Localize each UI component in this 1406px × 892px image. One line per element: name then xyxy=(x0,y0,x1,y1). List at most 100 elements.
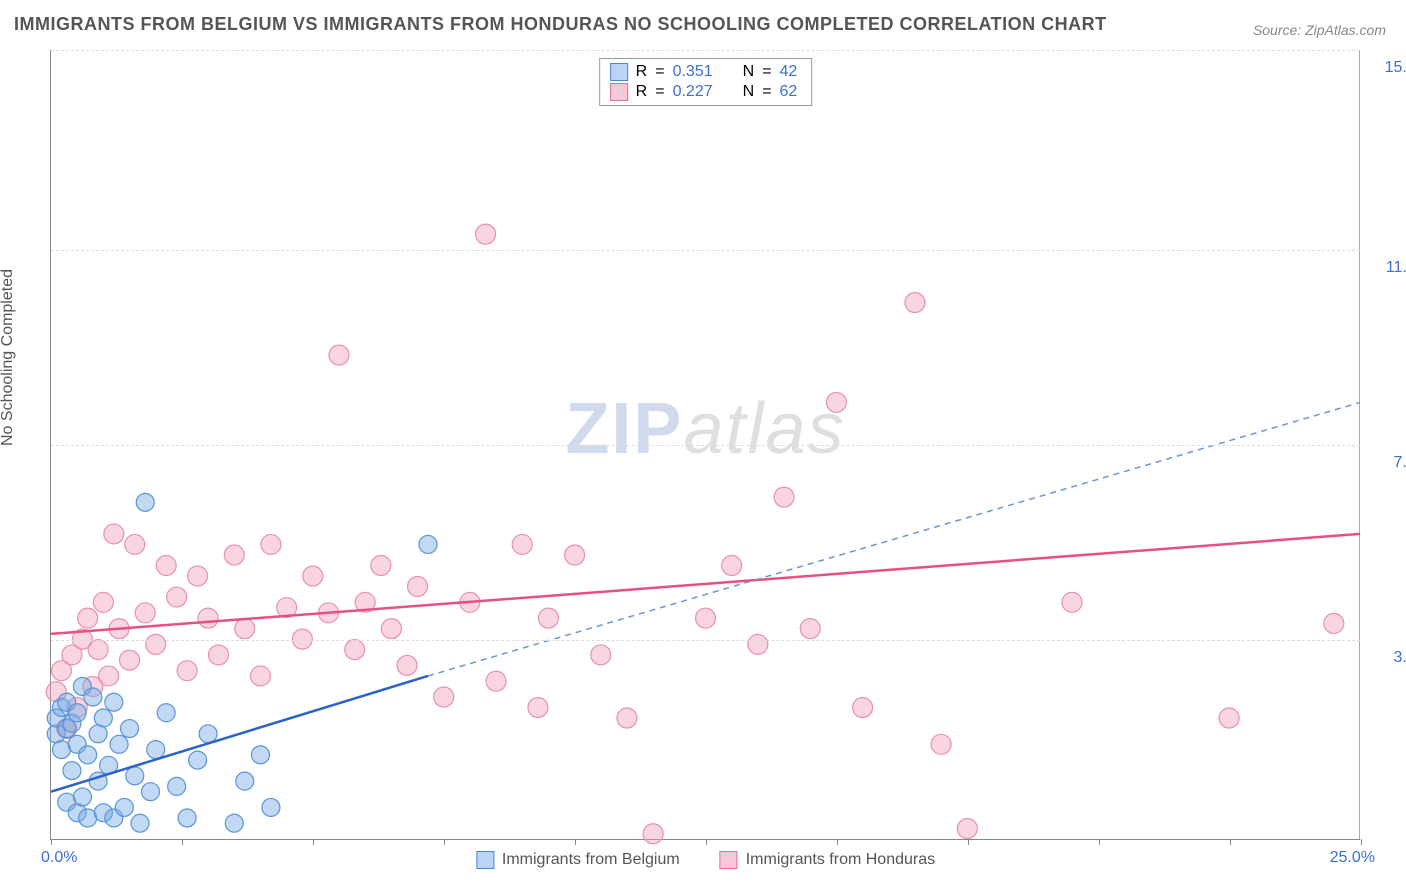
data-point xyxy=(157,704,175,722)
data-point xyxy=(68,704,86,722)
data-point xyxy=(131,814,149,832)
eq: = xyxy=(762,63,771,81)
data-point xyxy=(538,608,558,628)
data-point xyxy=(199,725,217,743)
y-tick-label: 3.8% xyxy=(1370,649,1406,667)
data-point xyxy=(853,698,873,718)
y-gridline xyxy=(51,640,1360,641)
data-point xyxy=(225,814,243,832)
data-point xyxy=(110,735,128,753)
data-point xyxy=(722,555,742,575)
x-tick xyxy=(968,839,969,845)
r-value-honduras: 0.227 xyxy=(673,83,713,101)
data-point xyxy=(419,535,437,553)
data-point xyxy=(748,634,768,654)
data-point xyxy=(931,734,951,754)
plot-area: ZIPatlas 3.8%7.5%11.2%15.0% 0.0% 25.0% R… xyxy=(50,50,1360,840)
x-tick xyxy=(575,839,576,845)
data-point xyxy=(79,746,97,764)
x-tick xyxy=(313,839,314,845)
legend-label-honduras: Immigrants from Honduras xyxy=(746,851,935,869)
regression-line xyxy=(428,402,1360,676)
n-label: N xyxy=(743,63,755,81)
data-point xyxy=(99,666,119,686)
x-tick xyxy=(706,839,707,845)
data-point xyxy=(121,720,139,738)
data-point xyxy=(167,587,187,607)
data-point xyxy=(591,645,611,665)
legend-item-belgium: Immigrants from Belgium xyxy=(476,851,680,869)
eq: = xyxy=(655,83,664,101)
data-point xyxy=(188,566,208,586)
data-point xyxy=(135,603,155,623)
data-point xyxy=(251,746,269,764)
data-point xyxy=(957,818,977,838)
data-point xyxy=(209,645,229,665)
data-point xyxy=(236,772,254,790)
data-point xyxy=(512,534,532,554)
data-point xyxy=(476,224,496,244)
data-point xyxy=(261,534,281,554)
x-tick xyxy=(1361,839,1362,845)
data-point xyxy=(115,798,133,816)
y-axis-title: No Schooling Completed xyxy=(0,269,17,446)
data-point xyxy=(643,824,663,844)
data-point xyxy=(224,545,244,565)
data-point xyxy=(826,392,846,412)
data-point xyxy=(156,555,176,575)
eq: = xyxy=(762,83,771,101)
data-point xyxy=(235,619,255,639)
data-point xyxy=(189,751,207,769)
y-tick-label: 7.5% xyxy=(1370,454,1406,472)
x-axis-max-label: 25.0% xyxy=(1330,849,1375,867)
y-gridline xyxy=(51,50,1360,51)
data-point xyxy=(696,608,716,628)
y-tick-label: 11.2% xyxy=(1370,259,1406,277)
data-point xyxy=(250,666,270,686)
n-value-belgium: 42 xyxy=(780,63,798,81)
data-point xyxy=(774,487,794,507)
correlation-legend: R = 0.351 N = 42 R = 0.227 N = 62 xyxy=(599,58,813,106)
x-axis-min-label: 0.0% xyxy=(41,849,77,867)
legend-row-belgium: R = 0.351 N = 42 xyxy=(610,63,798,81)
data-point xyxy=(800,619,820,639)
n-label: N xyxy=(743,83,755,101)
x-tick xyxy=(837,839,838,845)
data-point xyxy=(617,708,637,728)
legend-label-belgium: Immigrants from Belgium xyxy=(502,851,680,869)
data-point xyxy=(434,687,454,707)
swatch-belgium xyxy=(476,851,494,869)
data-point xyxy=(198,608,218,628)
swatch-honduras xyxy=(610,83,628,101)
data-point xyxy=(94,709,112,727)
data-point xyxy=(397,655,417,675)
x-tick xyxy=(51,839,52,845)
y-gridline xyxy=(51,250,1360,251)
data-point xyxy=(126,767,144,785)
data-point xyxy=(63,762,81,780)
data-point xyxy=(125,534,145,554)
data-point xyxy=(1324,613,1344,633)
data-point xyxy=(565,545,585,565)
data-point xyxy=(178,809,196,827)
y-gridline xyxy=(51,445,1360,446)
data-point xyxy=(1219,708,1239,728)
data-point xyxy=(168,777,186,795)
data-point xyxy=(1062,592,1082,612)
chart-title: IMMIGRANTS FROM BELGIUM VS IMMIGRANTS FR… xyxy=(14,14,1107,35)
data-point xyxy=(262,798,280,816)
eq: = xyxy=(655,63,664,81)
x-tick xyxy=(444,839,445,845)
x-tick xyxy=(1099,839,1100,845)
data-point xyxy=(88,640,108,660)
y-tick-label: 15.0% xyxy=(1370,59,1406,77)
data-point xyxy=(381,619,401,639)
data-point xyxy=(104,524,124,544)
data-point xyxy=(73,788,91,806)
legend-row-honduras: R = 0.227 N = 62 xyxy=(610,83,798,101)
legend-item-honduras: Immigrants from Honduras xyxy=(720,851,935,869)
x-tick xyxy=(182,839,183,845)
data-point xyxy=(408,577,428,597)
data-point xyxy=(120,650,140,670)
data-point xyxy=(303,566,323,586)
